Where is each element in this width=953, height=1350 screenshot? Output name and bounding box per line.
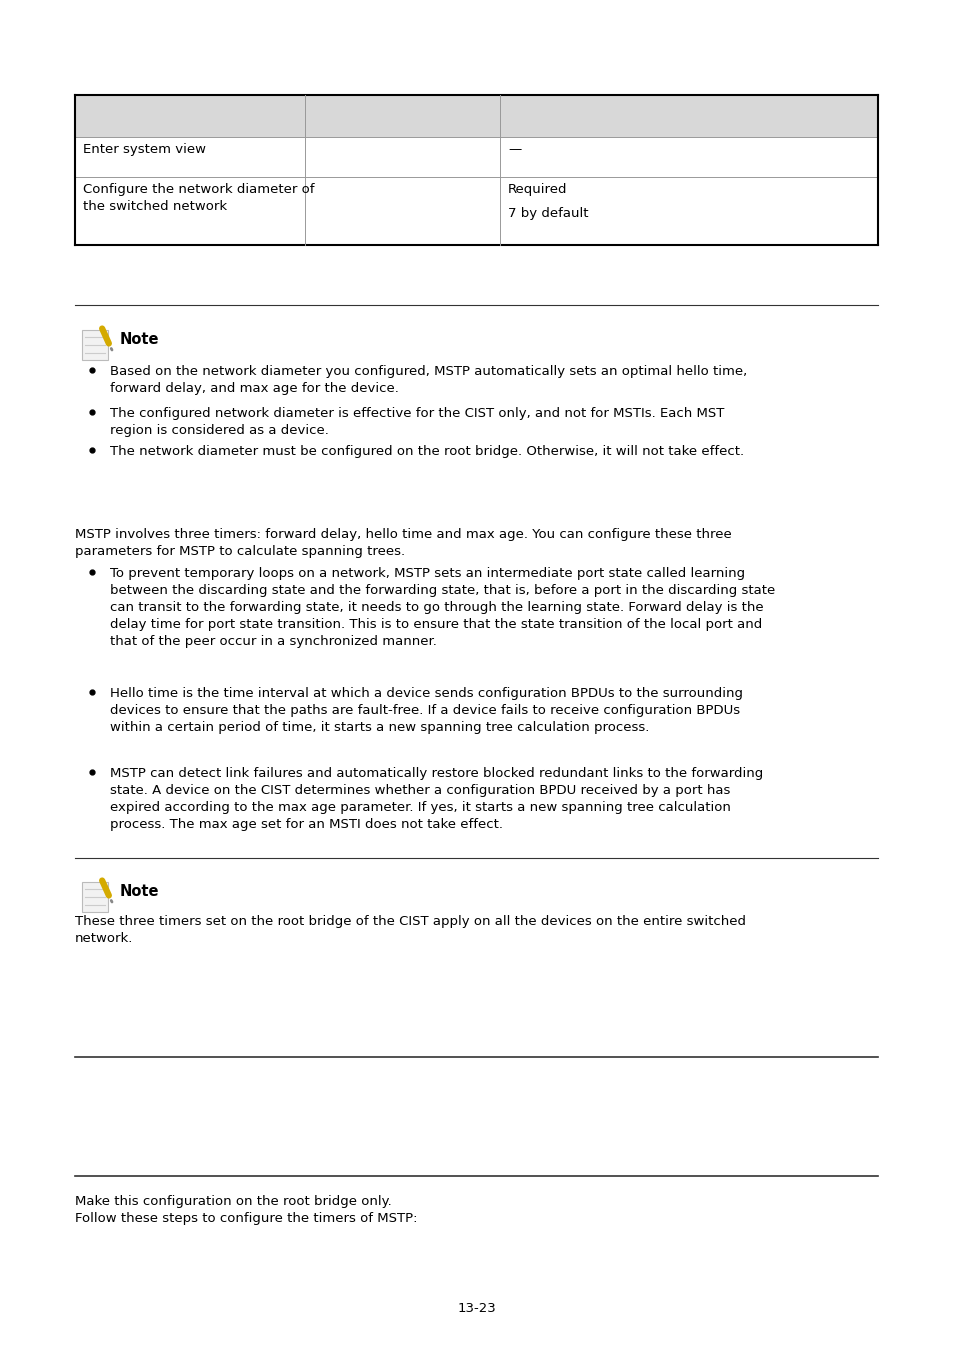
Text: These three timers set on the root bridge of the CIST apply on all the devices o: These three timers set on the root bridg… (75, 915, 745, 927)
Text: Follow these steps to configure the timers of MSTP:: Follow these steps to configure the time… (75, 1212, 417, 1224)
Text: Required: Required (507, 184, 567, 196)
Text: Note: Note (120, 332, 159, 347)
Text: process. The max age set for an MSTI does not take effect.: process. The max age set for an MSTI doe… (110, 818, 502, 832)
Text: Make this configuration on the root bridge only.: Make this configuration on the root brid… (75, 1195, 392, 1208)
Text: MSTP involves three timers: forward delay, hello time and max age. You can confi: MSTP involves three timers: forward dela… (75, 528, 731, 541)
Text: expired according to the max age parameter. If yes, it starts a new spanning tre: expired according to the max age paramet… (110, 801, 730, 814)
Text: within a certain period of time, it starts a new spanning tree calculation proce: within a certain period of time, it star… (110, 721, 649, 734)
Text: Note: Note (120, 884, 159, 899)
Text: Hello time is the time interval at which a device sends configuration BPDUs to t: Hello time is the time interval at which… (110, 687, 742, 701)
Text: that of the peer occur in a synchronized manner.: that of the peer occur in a synchronized… (110, 634, 436, 648)
Text: To prevent temporary loops on a network, MSTP sets an intermediate port state ca: To prevent temporary loops on a network,… (110, 567, 744, 580)
Text: 13-23: 13-23 (457, 1301, 496, 1315)
Text: The configured network diameter is effective for the CIST only, and not for MSTI: The configured network diameter is effec… (110, 406, 723, 420)
Text: between the discarding state and the forwarding state, that is, before a port in: between the discarding state and the for… (110, 585, 775, 597)
Text: the switched network: the switched network (83, 200, 227, 213)
Text: —: — (507, 143, 520, 157)
Text: region is considered as a device.: region is considered as a device. (110, 424, 329, 437)
Text: can transit to the forwarding state, it needs to go through the learning state. : can transit to the forwarding state, it … (110, 601, 762, 614)
Text: Based on the network diameter you configured, MSTP automatically sets an optimal: Based on the network diameter you config… (110, 364, 746, 378)
Text: state. A device on the CIST determines whether a configuration BPDU received by : state. A device on the CIST determines w… (110, 784, 730, 796)
Text: Enter system view: Enter system view (83, 143, 206, 157)
Text: 7 by default: 7 by default (507, 207, 588, 220)
Bar (75, 95, 877, 136)
Text: devices to ensure that the paths are fault-free. If a device fails to receive co: devices to ensure that the paths are fau… (110, 703, 740, 717)
Text: MSTP can detect link failures and automatically restore blocked redundant links : MSTP can detect link failures and automa… (110, 767, 762, 780)
Text: parameters for MSTP to calculate spanning trees.: parameters for MSTP to calculate spannin… (75, 545, 405, 558)
Text: Configure the network diameter of: Configure the network diameter of (83, 184, 314, 196)
Bar (82, 882, 108, 913)
Text: The network diameter must be configured on the root bridge. Otherwise, it will n: The network diameter must be configured … (110, 446, 743, 458)
Text: forward delay, and max age for the device.: forward delay, and max age for the devic… (110, 382, 398, 396)
Text: delay time for port state transition. This is to ensure that the state transitio: delay time for port state transition. Th… (110, 618, 761, 630)
Bar (82, 329, 108, 360)
Text: network.: network. (75, 931, 133, 945)
